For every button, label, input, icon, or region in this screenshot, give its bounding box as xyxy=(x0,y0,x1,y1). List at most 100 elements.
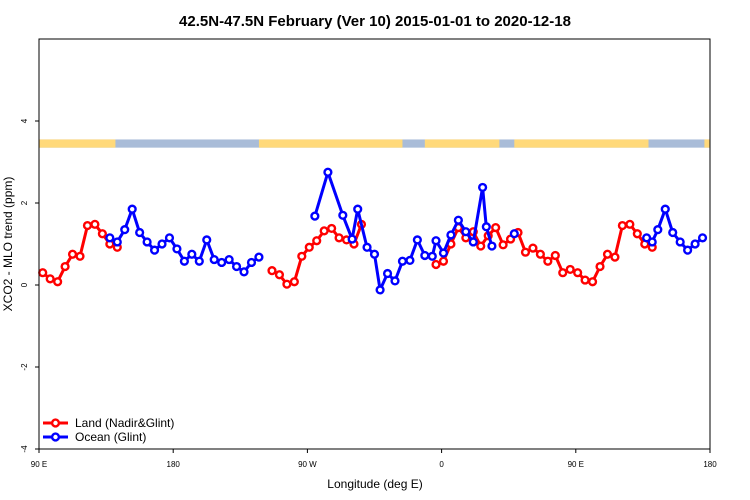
data-point xyxy=(323,167,333,177)
data-point xyxy=(595,261,605,272)
data-point xyxy=(67,249,78,259)
x-tick-label: 180 xyxy=(703,460,717,469)
data-point xyxy=(382,268,393,279)
data-point xyxy=(289,277,299,287)
data-point xyxy=(105,233,115,243)
series-line xyxy=(271,223,363,286)
data-point xyxy=(632,229,642,239)
data-point xyxy=(405,255,415,266)
data-point xyxy=(580,275,590,285)
y-axis: -4 -2 0 2 4 xyxy=(20,118,39,453)
data-point xyxy=(282,279,292,289)
x-tick-label: 180 xyxy=(167,460,181,469)
land-ocean-band xyxy=(39,139,710,148)
land-band-segment xyxy=(424,139,500,148)
data-point xyxy=(97,229,107,239)
y-tick-label: 0 xyxy=(20,282,29,287)
x-axis: 90 E 180 90 W 0 90 E 180 xyxy=(31,449,717,469)
y-axis-label: XCO2 - MLO trend (ppm) xyxy=(1,177,15,312)
data-point xyxy=(60,261,70,272)
x-axis-label: Longitude (deg E) xyxy=(327,477,422,491)
x-tick-label: 90 E xyxy=(568,460,584,469)
data-point xyxy=(468,237,478,247)
data-point xyxy=(683,245,693,255)
data-point xyxy=(438,248,449,258)
data-point xyxy=(390,276,400,286)
data-point xyxy=(625,219,635,229)
data-point xyxy=(172,244,182,254)
data-point xyxy=(675,237,685,247)
data-point xyxy=(217,257,227,268)
data-point xyxy=(427,251,437,261)
data-point xyxy=(209,254,219,265)
x-tick-label: 90 E xyxy=(31,460,47,469)
data-point xyxy=(149,245,160,255)
data-point xyxy=(120,225,130,235)
plot-frame xyxy=(38,38,711,450)
y-tick-label: -4 xyxy=(20,445,29,453)
data-point xyxy=(179,256,189,266)
data-point xyxy=(164,233,175,243)
data-point xyxy=(461,227,471,237)
data-point xyxy=(587,277,598,287)
data-point xyxy=(509,229,519,239)
data-point xyxy=(127,204,137,214)
y-tick-label: 4 xyxy=(20,118,29,123)
data-point xyxy=(647,237,657,247)
data-point xyxy=(397,256,408,266)
data-point xyxy=(38,268,48,278)
data-point xyxy=(375,285,385,295)
data-point xyxy=(481,222,491,232)
data-point xyxy=(520,247,531,257)
land-band-segment xyxy=(704,139,710,148)
data-point xyxy=(690,239,700,249)
data-point xyxy=(319,226,329,236)
data-point xyxy=(653,225,663,235)
data-point xyxy=(246,257,257,268)
data-point xyxy=(327,223,337,234)
data-point xyxy=(602,249,613,259)
series-ocean xyxy=(105,167,708,295)
data-point xyxy=(528,243,538,253)
data-point xyxy=(491,223,501,233)
data-point xyxy=(194,256,204,266)
data-point xyxy=(369,249,380,259)
data-point xyxy=(660,204,670,214)
data-point xyxy=(420,250,430,261)
x-tick-label: 90 W xyxy=(298,460,317,469)
data-point xyxy=(412,235,422,245)
x-tick-label: 0 xyxy=(439,460,444,469)
data-point xyxy=(304,242,314,252)
data-point xyxy=(75,251,85,261)
y-tick-label: -2 xyxy=(20,363,29,371)
data-point xyxy=(224,254,234,265)
land-band-segment xyxy=(514,139,649,148)
data-point xyxy=(202,235,212,245)
legend-swatch-marker xyxy=(50,432,61,442)
data-point xyxy=(431,236,441,246)
data-point xyxy=(353,204,363,214)
data-point xyxy=(362,242,372,252)
data-point xyxy=(142,237,152,247)
land-band-segment xyxy=(258,139,403,148)
data-point xyxy=(550,250,560,261)
data-point xyxy=(543,256,553,266)
data-point xyxy=(312,236,322,246)
data-point xyxy=(334,233,344,243)
data-point xyxy=(267,266,277,276)
series-land xyxy=(38,219,657,289)
data-point xyxy=(112,237,122,247)
data-point xyxy=(297,251,307,261)
data-point xyxy=(446,230,456,240)
data-point xyxy=(610,252,620,262)
data-point xyxy=(535,249,545,259)
chart-title: 42.5N-47.5N February (Ver 10) 2015-01-01… xyxy=(179,13,571,30)
data-point xyxy=(487,241,497,251)
data-point xyxy=(668,227,678,238)
data-point xyxy=(438,256,449,266)
data-point xyxy=(565,264,575,275)
legend-entry-label: Land (Nadir&Glint) xyxy=(75,416,174,430)
data-point xyxy=(310,211,320,221)
data-point xyxy=(338,210,348,220)
